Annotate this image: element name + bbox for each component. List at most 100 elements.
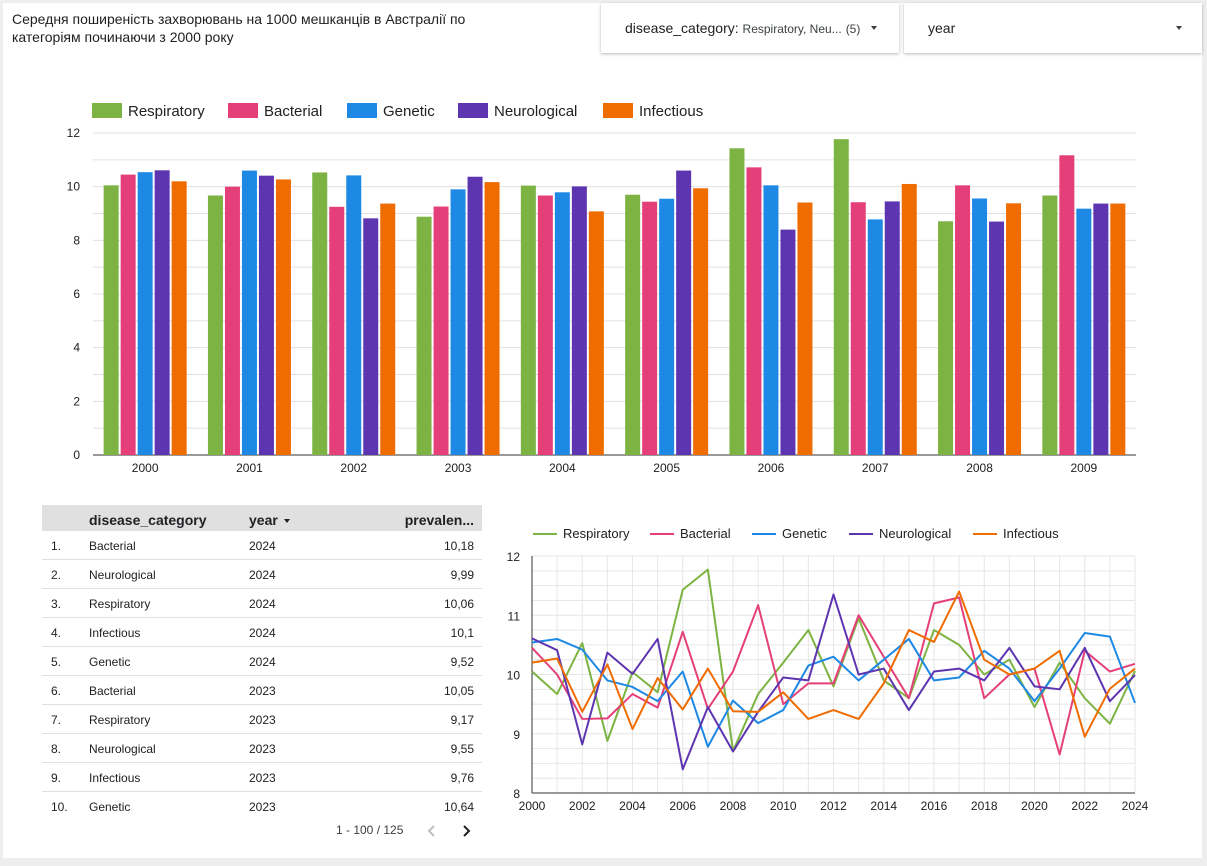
row-number: 5. [51, 655, 62, 669]
line-genetic[interactable] [531, 632, 1136, 748]
table-row[interactable]: 1. Bacterial 2024 10,18 [42, 531, 482, 560]
legend-swatch [458, 103, 488, 118]
bar-neurological[interactable] [676, 170, 692, 456]
column-header-category[interactable]: disease_category [89, 512, 207, 528]
bar-neurological[interactable] [1093, 203, 1109, 455]
bar-neurological[interactable] [467, 176, 483, 455]
chevron-right-icon [463, 825, 471, 837]
bar-neurological[interactable] [363, 218, 379, 455]
bar-neurological[interactable] [989, 221, 1005, 455]
y-tick-label: 2 [73, 394, 80, 408]
bar-respiratory[interactable] [1042, 195, 1058, 455]
bar-infectious[interactable] [275, 179, 291, 455]
legend-label[interactable]: Bacterial [264, 103, 322, 120]
table-body: 1. Bacterial 2024 10,18 2. Neurological 2024 9,… [42, 531, 482, 820]
bar-genetic[interactable] [450, 189, 466, 455]
line-infectious[interactable] [531, 590, 1136, 738]
bar-infectious[interactable] [797, 202, 813, 455]
bar-neurological[interactable] [780, 229, 796, 455]
legend-label[interactable]: Infectious [1003, 526, 1059, 541]
bar-bacterial[interactable] [642, 201, 658, 455]
bar-infectious[interactable] [380, 203, 396, 455]
column-header-year[interactable]: year [249, 512, 290, 528]
bar-infectious[interactable] [693, 188, 709, 455]
table-row[interactable]: 9. Infectious 2023 9,76 [42, 763, 482, 792]
row-category: Neurological [89, 742, 156, 756]
table-row[interactable]: 4. Infectious 2024 10,1 [42, 618, 482, 647]
row-year: 2023 [249, 800, 276, 814]
bar-respiratory[interactable] [938, 221, 954, 455]
disease-category-filter[interactable]: disease_category: Respiratory, Neu... (5) [601, 3, 899, 53]
table-row[interactable]: 10. Genetic 2023 10,64 [42, 792, 482, 820]
legend-label[interactable]: Respiratory [128, 103, 205, 120]
line-respiratory[interactable] [531, 568, 1136, 752]
bar-respiratory[interactable] [520, 185, 536, 456]
table-row[interactable]: 5. Genetic 2024 9,52 [42, 647, 482, 676]
bar-bacterial[interactable] [433, 206, 449, 455]
bar-infectious[interactable] [1006, 203, 1022, 455]
column-header-prevalence[interactable]: prevalen... [404, 512, 474, 528]
bar-respiratory[interactable] [312, 172, 328, 455]
table-row[interactable]: 2. Neurological 2024 9,99 [42, 560, 482, 589]
data-table: disease_category year prevalen... 1. Bact… [42, 505, 482, 820]
legend-label[interactable]: Neurological [879, 526, 951, 541]
year-filter[interactable]: year [904, 3, 1202, 53]
line-bacterial[interactable] [531, 596, 1136, 756]
bar-genetic[interactable] [867, 219, 883, 455]
bar-genetic[interactable] [554, 192, 570, 455]
bar-neurological[interactable] [258, 175, 274, 456]
bar-bacterial[interactable] [537, 195, 553, 455]
bar-neurological[interactable] [571, 186, 587, 456]
table-row[interactable]: 8. Neurological 2023 9,55 [42, 734, 482, 763]
legend-label[interactable]: Infectious [639, 103, 703, 120]
dropdown-arrow-icon [1176, 26, 1182, 30]
x-tick-label: 2018 [971, 799, 998, 813]
legend-label[interactable]: Respiratory [563, 526, 630, 541]
bar-infectious[interactable] [588, 211, 604, 455]
legend-label[interactable]: Bacterial [680, 526, 731, 541]
bar-bacterial[interactable] [329, 206, 345, 455]
bar-infectious[interactable] [1110, 203, 1126, 455]
bar-genetic[interactable] [346, 175, 362, 455]
bar-genetic[interactable] [241, 170, 257, 456]
next-page-button[interactable] [458, 822, 474, 840]
bar-genetic[interactable] [137, 172, 153, 455]
line-neurological[interactable] [531, 593, 1136, 771]
y-tick-label: 8 [513, 787, 520, 801]
row-year: 2023 [249, 684, 276, 698]
bar-respiratory[interactable] [103, 185, 119, 455]
bar-infectious[interactable] [484, 182, 500, 456]
bar-respiratory[interactable] [416, 216, 432, 455]
x-tick-label: 2022 [1071, 799, 1098, 813]
bar-infectious[interactable] [171, 181, 187, 456]
bar-bacterial[interactable] [955, 185, 971, 455]
bar-genetic[interactable] [763, 185, 779, 455]
bar-bacterial[interactable] [120, 174, 136, 455]
legend-label[interactable]: Genetic [383, 103, 435, 120]
bar-respiratory[interactable] [625, 194, 641, 455]
table-row[interactable]: 6. Bacterial 2023 10,05 [42, 676, 482, 705]
bar-genetic[interactable] [659, 198, 675, 455]
row-year: 2023 [249, 742, 276, 756]
bar-respiratory[interactable] [833, 139, 849, 455]
bar-respiratory[interactable] [207, 195, 223, 455]
x-tick-label: 2009 [1070, 461, 1097, 475]
bar-respiratory[interactable] [729, 148, 745, 456]
table-row[interactable]: 3. Respiratory 2024 10,06 [42, 589, 482, 618]
legend-label[interactable]: Neurological [494, 103, 577, 120]
legend-label[interactable]: Genetic [782, 526, 827, 541]
bar-bacterial[interactable] [746, 167, 762, 455]
bar-bacterial[interactable] [1059, 155, 1075, 455]
bar-bacterial[interactable] [224, 186, 240, 455]
table-row[interactable]: 7. Respiratory 2023 9,17 [42, 705, 482, 734]
bar-chart: 0 2 4 6 8 10 12 2000 2001 2002 2003 2004 2005 2006 200… [67, 103, 1136, 475]
bar-genetic[interactable] [972, 198, 988, 455]
page-info: 1 - 100 / 125 [336, 823, 404, 837]
bar-genetic[interactable] [1076, 208, 1092, 455]
bar-neurological[interactable] [884, 201, 900, 455]
prev-page-button[interactable] [424, 822, 440, 840]
bar-infectious[interactable] [901, 183, 917, 455]
row-category: Respiratory [89, 713, 151, 727]
bar-neurological[interactable] [154, 170, 170, 455]
bar-bacterial[interactable] [850, 202, 866, 455]
